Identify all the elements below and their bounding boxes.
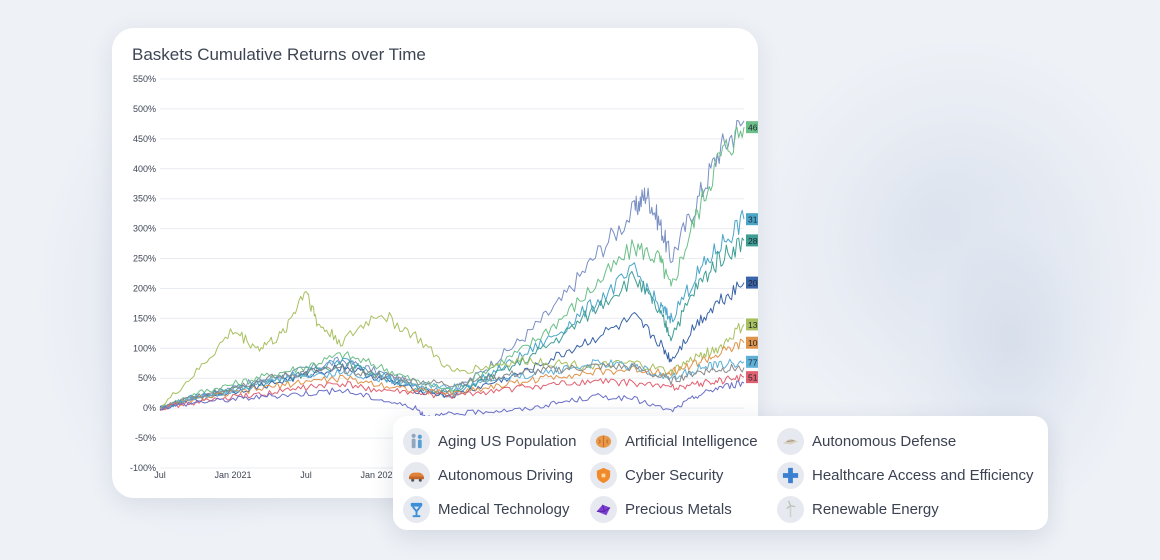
y-tick-label: 200%	[133, 283, 156, 293]
legend-label: Autonomous Driving	[438, 466, 574, 484]
legend-item-autonomous-driving[interactable]: Autonomous Driving	[403, 460, 573, 490]
medical-cross-icon	[777, 461, 804, 489]
x-tick-label: Jan 2022	[360, 470, 397, 480]
legend-label: Healthcare Access and Efficiency	[812, 466, 1034, 484]
legend-item-medical-technology[interactable]: Medical Technology	[403, 494, 569, 524]
series-line	[159, 338, 745, 410]
legend-label: Renewable Energy	[812, 500, 939, 518]
series-line	[159, 281, 745, 409]
legend-item-artificial-intelligence[interactable]: Artificial Intelligence	[590, 426, 758, 456]
chart-title: Baskets Cumulative Returns over Time	[132, 45, 426, 64]
y-tick-label: 100%	[133, 343, 156, 353]
y-tick-label: 450%	[133, 134, 156, 144]
series-line	[159, 380, 745, 420]
end-value-label: 315.74	[748, 215, 758, 225]
y-tick-label: 300%	[133, 224, 156, 234]
end-label-tag	[746, 234, 758, 247]
end-value-label: 280.3	[748, 236, 758, 246]
car-icon	[403, 461, 430, 489]
medical-device-icon	[403, 495, 430, 523]
end-label-tag	[746, 276, 758, 289]
series-line	[159, 290, 745, 411]
drone-icon	[777, 427, 804, 455]
end-label-tag	[746, 213, 758, 226]
legend-label: Artificial Intelligence	[625, 432, 758, 450]
brain-icon	[590, 427, 617, 455]
x-tick-label: Jan 2021	[214, 470, 251, 480]
legend-item-cyber-security[interactable]: Cyber Security	[590, 460, 723, 490]
legend-item-healthcare-access[interactable]: Healthcare Access and Efficiency	[777, 460, 1034, 490]
gem-icon	[590, 495, 617, 523]
end-label-tag	[746, 318, 758, 331]
y-tick-label: 50%	[138, 373, 156, 383]
legend-item-precious-metals[interactable]: Precious Metals	[590, 494, 732, 524]
legend-item-renewable-energy[interactable]: Renewable Energy	[777, 494, 939, 524]
y-tick-label: -100%	[130, 463, 156, 473]
end-value-label: 139.96	[748, 320, 758, 330]
end-label-tag	[746, 121, 758, 134]
legend-panel: Aging US Population Artificial Intellige…	[393, 416, 1048, 530]
legend-label: Aging US Population	[438, 432, 577, 450]
end-value-label: 77.44	[748, 357, 758, 367]
series-line	[159, 358, 745, 409]
returns-chart: 550% 500% 450% 400% 350% 300% 250% 200% 150% 100%…	[130, 74, 758, 480]
wind-turbine-icon	[777, 495, 804, 523]
series-line	[159, 362, 745, 410]
legend-label: Medical Technology	[438, 500, 570, 518]
end-value-label: 469.5	[748, 123, 758, 133]
x-tick-label: Jul	[300, 470, 312, 480]
legend-label: Autonomous Defense	[812, 432, 957, 450]
legend-label: Precious Metals	[625, 500, 732, 518]
y-tick-label: 550%	[133, 74, 156, 84]
y-tick-label: 350%	[133, 194, 156, 204]
end-label-tag	[746, 336, 758, 349]
legend-label: Cyber Security	[625, 466, 724, 484]
series-line	[159, 119, 745, 410]
people-icon	[403, 427, 430, 455]
legend-item-aging-us-population[interactable]: Aging US Population	[403, 426, 576, 456]
series-line	[159, 126, 745, 411]
x-tick-label: Jul	[154, 470, 166, 480]
end-label-tag	[746, 371, 758, 384]
legend-item-autonomous-defense[interactable]: Autonomous Defense	[777, 426, 956, 456]
end-value-label: 209.8	[748, 278, 758, 288]
end-label-tag	[746, 355, 758, 368]
end-value-label: 109.3	[748, 338, 758, 348]
y-tick-label: 500%	[133, 104, 156, 114]
end-value-label: 51.84	[748, 373, 758, 383]
y-tick-label: 0%	[143, 403, 156, 413]
y-tick-label: -50%	[135, 433, 156, 443]
shield-icon	[590, 461, 617, 489]
y-tick-label: 400%	[133, 164, 156, 174]
y-tick-label: 150%	[133, 313, 156, 323]
y-tick-label: 250%	[133, 254, 156, 264]
